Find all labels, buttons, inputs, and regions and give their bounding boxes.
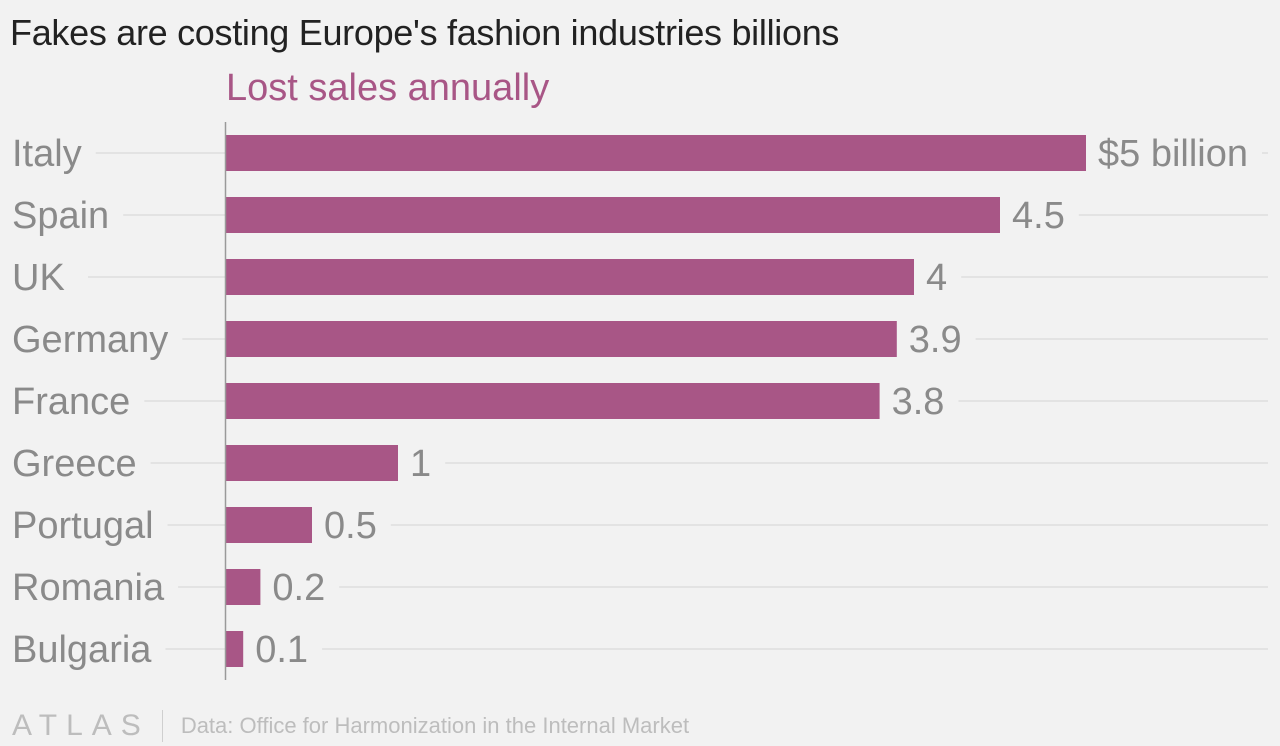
footer: ATLAS Data: Office for Harmonization in … — [12, 708, 689, 744]
bar — [226, 569, 261, 605]
category-label: Germany — [12, 319, 168, 361]
category-label: Romania — [12, 567, 165, 609]
value-label: 4.5 — [1012, 195, 1065, 237]
category-label: UK — [12, 257, 65, 299]
source-text: Data: Office for Harmonization in the In… — [180, 713, 690, 738]
chart-subtitle: Lost sales annually — [226, 67, 549, 109]
category-label: Portugal — [12, 505, 154, 547]
value-label: 4 — [926, 257, 947, 299]
category-label: Bulgaria — [12, 629, 152, 671]
gridlines — [88, 152, 1268, 650]
bar — [226, 631, 244, 667]
value-label: 0.1 — [255, 629, 308, 671]
chart-title: Fakes are costing Europe's fashion indus… — [10, 12, 840, 53]
bar — [226, 197, 1000, 233]
category-label: Greece — [12, 443, 137, 485]
value-label: 1 — [410, 443, 431, 485]
labels: Italy $5 billion Spain 4.5 UK 4 Germany 3.9 Fran… — [12, 133, 1248, 671]
bar — [226, 445, 398, 481]
bar — [226, 321, 897, 357]
bar — [226, 507, 312, 543]
value-label: 3.8 — [892, 381, 945, 423]
value-label: 0.2 — [272, 567, 325, 609]
value-label: 3.9 — [909, 319, 962, 361]
bar — [226, 135, 1086, 171]
bar — [226, 259, 914, 295]
category-label: Spain — [12, 195, 109, 237]
value-label: $5 billion — [1098, 133, 1248, 175]
category-label: Italy — [12, 133, 82, 175]
footer-divider — [161, 710, 163, 742]
category-label: France — [12, 381, 130, 423]
value-label: 0.5 — [324, 505, 377, 547]
bars — [226, 135, 1086, 667]
bar — [226, 383, 880, 419]
atlas-logo: ATLAS — [12, 709, 150, 742]
